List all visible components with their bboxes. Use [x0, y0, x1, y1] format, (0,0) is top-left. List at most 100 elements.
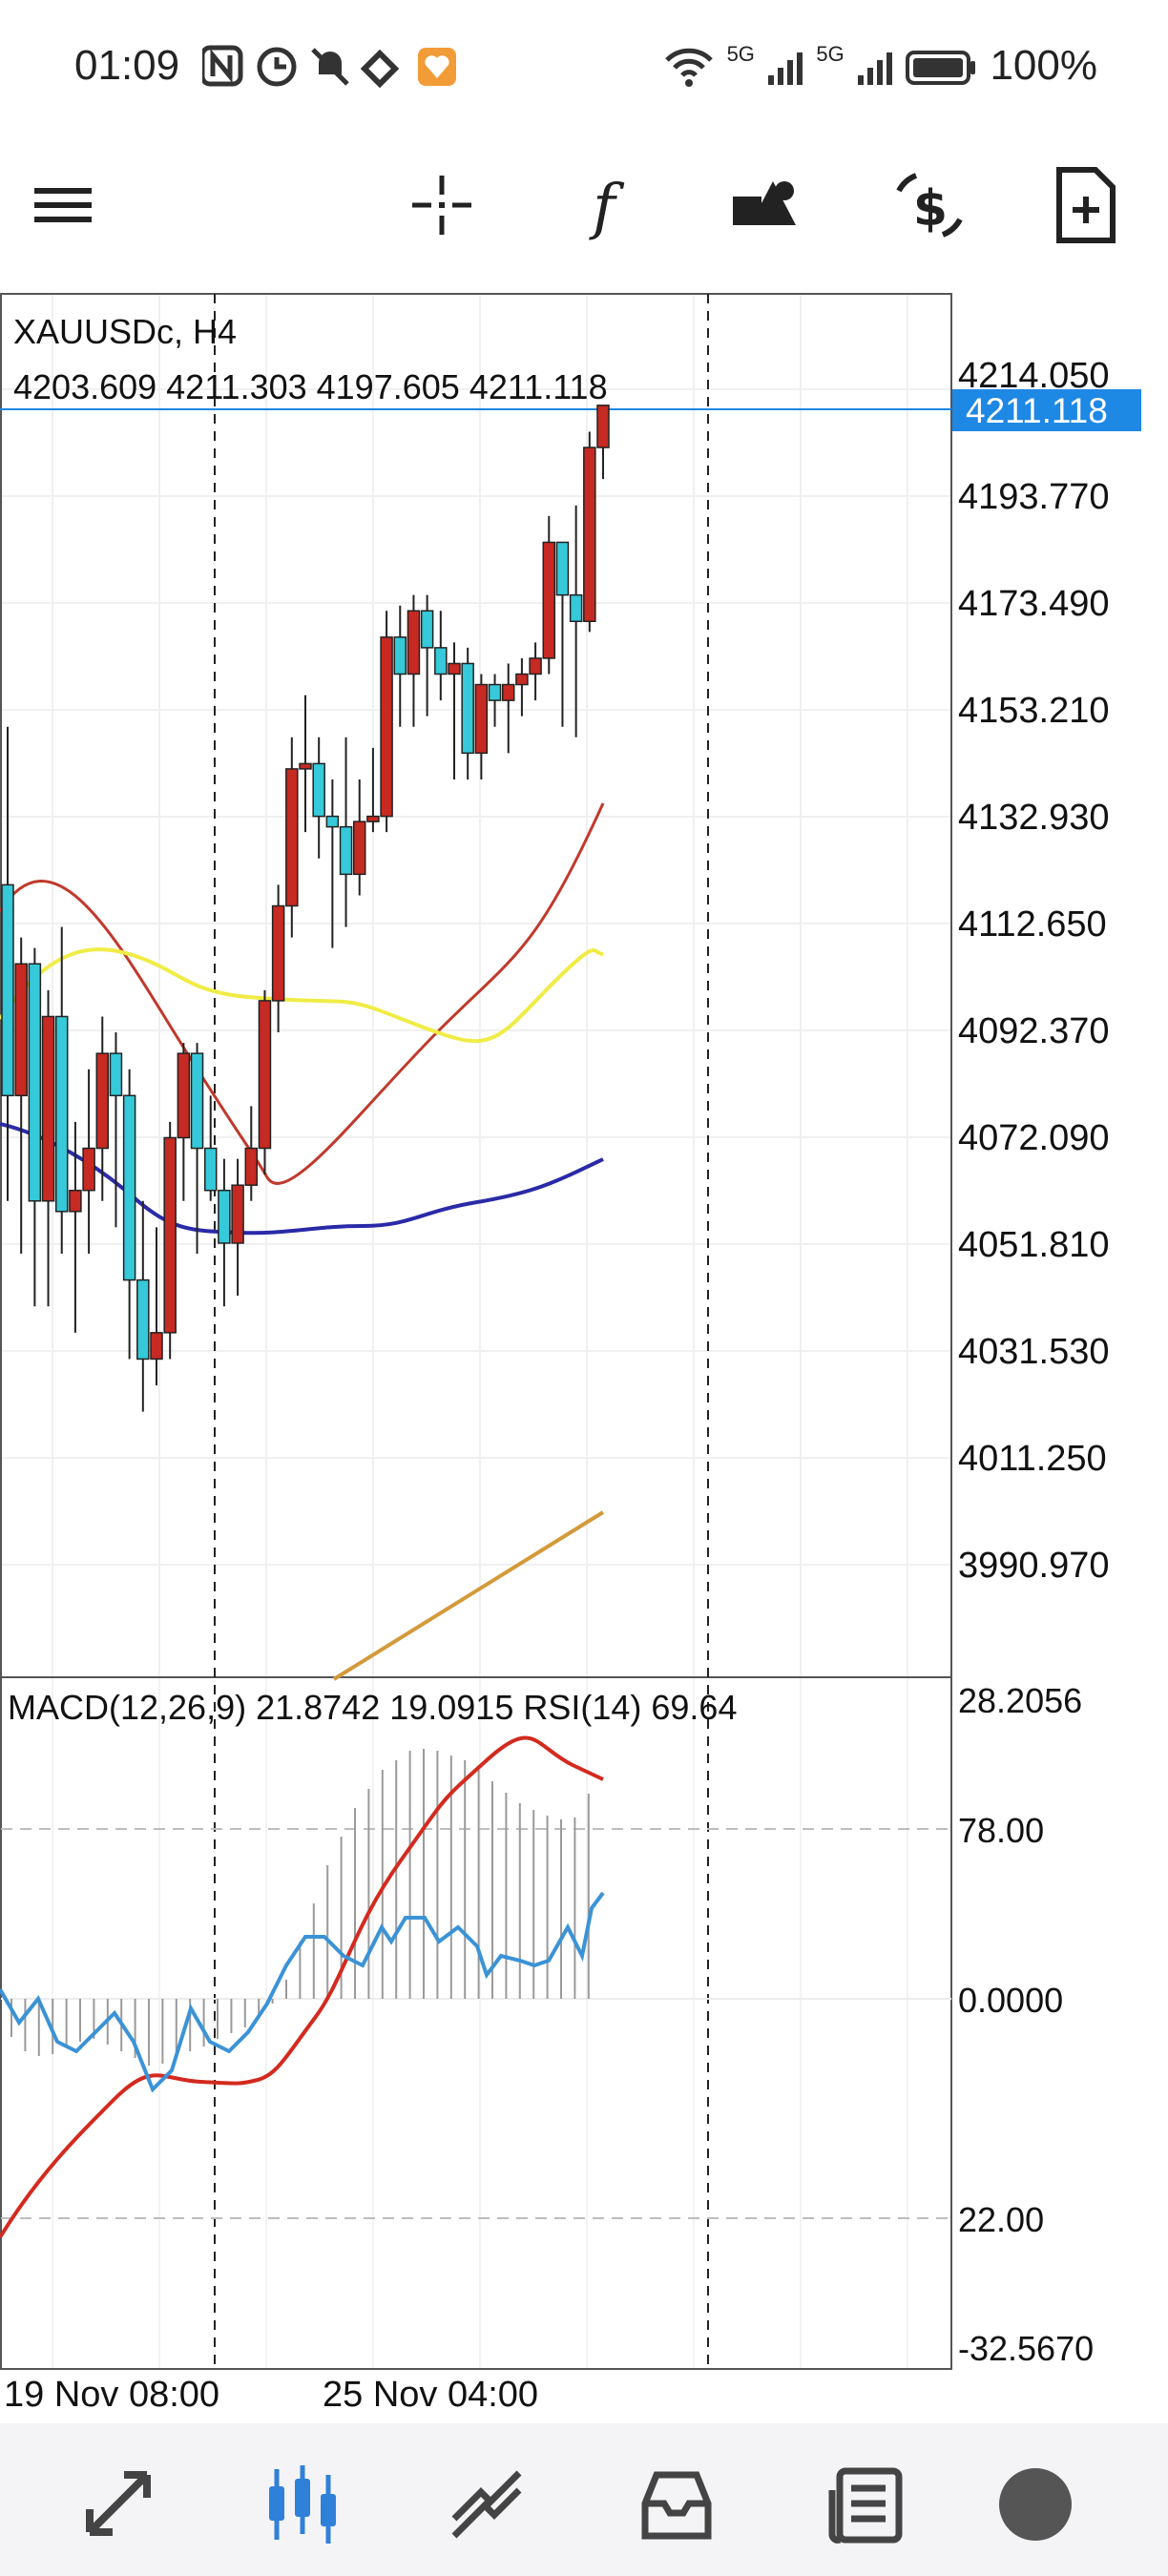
- ma-slow-line: [0, 1122, 604, 1236]
- candle: [380, 611, 393, 833]
- new-order-icon[interactable]: [1032, 153, 1137, 258]
- candle-body: [461, 662, 474, 755]
- quotes-icon[interactable]: [76, 2462, 162, 2547]
- rsi-line: [0, 1891, 605, 2093]
- candle-body: [448, 662, 461, 675]
- candle-body: [339, 825, 353, 876]
- status-time: 01:09: [74, 42, 180, 89]
- candle: [150, 1227, 163, 1386]
- candle-body: [393, 636, 407, 675]
- candle: [14, 937, 28, 1254]
- wifi-icon: [665, 49, 714, 88]
- candle-body: [501, 683, 515, 701]
- candle-body: [122, 1094, 136, 1281]
- candle-body: [352, 821, 366, 876]
- nfc-icon: [202, 45, 243, 87]
- function-icon[interactable]: f: [552, 153, 657, 258]
- candle-body: [1, 883, 14, 1097]
- time-label-2: 25 Nov 04:00: [323, 2375, 538, 2415]
- battery-percent: 100%: [990, 42, 1097, 89]
- candle: [407, 594, 421, 727]
- candle: [434, 611, 448, 701]
- candle: [583, 431, 596, 633]
- candle: [312, 737, 325, 859]
- candle: [190, 1043, 204, 1254]
- candle-body: [69, 1189, 82, 1213]
- price-axis-label: 4173.490: [958, 584, 1110, 624]
- candle: [461, 647, 474, 779]
- time-label-1: 19 Nov 08:00: [4, 2375, 219, 2415]
- candle: [136, 1200, 150, 1412]
- candle-body: [14, 963, 28, 1097]
- candle-body: [380, 636, 393, 818]
- candle: [163, 1121, 177, 1360]
- candle-body: [542, 541, 556, 659]
- price-axis-label: 4193.770: [958, 477, 1110, 517]
- menu-icon[interactable]: [10, 153, 115, 258]
- ma-long-line: [332, 1510, 605, 1681]
- candle-body: [434, 647, 448, 675]
- candle: [177, 1043, 191, 1201]
- symbol-label: XAUUSDc, H4: [13, 312, 237, 351]
- candle: [501, 663, 515, 754]
- price-axis-label: 4051.810: [958, 1225, 1110, 1265]
- objects-icon[interactable]: [714, 153, 819, 258]
- candle: [448, 642, 461, 779]
- price-axis: 4214.0504193.7704173.4904153.2104132.930…: [958, 356, 1110, 1586]
- candle: [596, 405, 610, 480]
- candle-body: [366, 815, 380, 822]
- candle: [488, 674, 502, 727]
- current-price-tag: [952, 389, 1141, 431]
- indicator-axis-22: 22.00: [958, 2200, 1044, 2239]
- price-axis-label: 4072.090: [958, 1118, 1110, 1158]
- chart-tab-icon[interactable]: [260, 2462, 345, 2547]
- signal-icon: [768, 52, 803, 86]
- candle-body: [312, 762, 325, 818]
- settings-tab-icon[interactable]: [992, 2462, 1078, 2547]
- candle-body: [136, 1278, 150, 1361]
- history-tab-icon[interactable]: [634, 2462, 720, 2547]
- candle: [203, 1095, 218, 1201]
- price-chart[interactable]: XAUUSDc, H4 4203.609 4211.303 4197.605 4…: [0, 286, 1168, 2423]
- candle: [1, 726, 14, 1201]
- candle: [393, 605, 407, 727]
- candle: [420, 594, 434, 717]
- svg-text:f: f: [589, 172, 625, 242]
- status-right: 5G 5G 100%: [663, 42, 1097, 90]
- candle-body: [583, 447, 596, 623]
- price-axis-label: 4092.370: [958, 1011, 1110, 1051]
- candle: [569, 505, 583, 737]
- candle-body: [488, 683, 502, 701]
- candle-body: [109, 1052, 123, 1097]
- candle-body: [569, 593, 583, 623]
- current-price-text: 4211.118: [966, 391, 1108, 430]
- notification-app-icon: [360, 49, 400, 89]
- status-bar: 01:09 5G 5G 100%: [0, 0, 1168, 134]
- candle-body: [420, 610, 434, 649]
- chart-frame: [0, 293, 952, 2370]
- alarm-icon: [257, 47, 297, 87]
- candle: [542, 515, 556, 675]
- candle-body: [28, 963, 42, 1202]
- candle: [41, 989, 55, 1307]
- candle-body: [407, 610, 421, 675]
- signal-icon-2: [857, 52, 892, 86]
- candle: [122, 1069, 136, 1360]
- news-tab-icon[interactable]: [823, 2462, 908, 2547]
- candle-body: [203, 1147, 218, 1192]
- candle-body: [95, 1052, 110, 1150]
- crosshair-icon[interactable]: [389, 153, 494, 258]
- candle: [258, 989, 272, 1175]
- indicator-axis-78: 78.00: [958, 1811, 1044, 1850]
- candle: [231, 1158, 244, 1297]
- trade-tab-icon[interactable]: [445, 2462, 531, 2547]
- candle: [69, 1121, 82, 1333]
- heart-app-icon: [418, 48, 456, 86]
- trade-icon[interactable]: $: [876, 153, 981, 258]
- price-axis-label: 4031.530: [958, 1332, 1110, 1372]
- candles: [1, 405, 610, 1412]
- candle: [95, 1016, 110, 1201]
- candle: [218, 1158, 231, 1307]
- macd-histogram: [10, 1749, 590, 2066]
- candle-body: [285, 768, 299, 907]
